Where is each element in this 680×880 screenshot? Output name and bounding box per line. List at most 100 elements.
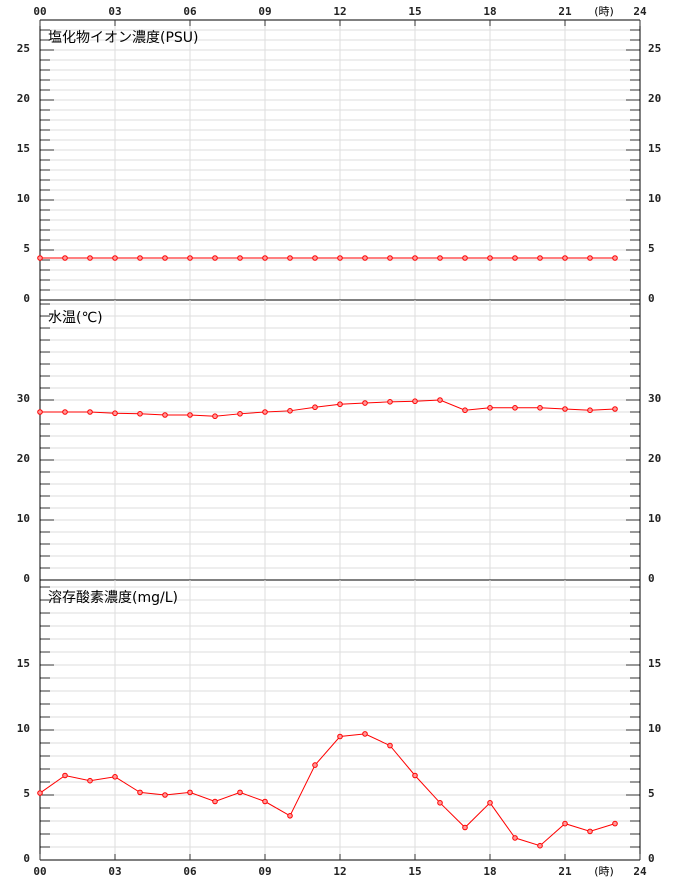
data-point	[137, 255, 143, 261]
data-point	[137, 411, 143, 417]
data-point	[412, 398, 418, 405]
data-point	[362, 731, 368, 737]
y-tick-label: 10	[648, 722, 661, 735]
data-point	[37, 790, 43, 796]
data-point	[587, 255, 593, 261]
data-point	[362, 255, 368, 261]
data-point	[437, 397, 443, 403]
x-tick-label: 15	[408, 5, 421, 18]
x-axis-label: (時)	[594, 5, 614, 18]
data-point	[237, 789, 243, 796]
data-point	[512, 835, 518, 841]
data-point	[62, 409, 68, 415]
x-tick-label: 00	[33, 5, 46, 18]
x-tick-label: 00	[33, 865, 46, 878]
y-tick-label: 5	[648, 787, 655, 800]
x-tick-label: 06	[183, 5, 197, 18]
x-tick-label: 15	[408, 865, 421, 878]
data-point	[187, 789, 193, 796]
data-point	[262, 409, 268, 415]
y-tick-label: 20	[17, 452, 30, 465]
x-tick-label: 24	[633, 865, 647, 878]
data-point	[112, 410, 118, 417]
x-axis-label: (時)	[594, 865, 614, 878]
data-point	[312, 404, 318, 411]
data-point	[137, 789, 143, 796]
y-tick-label: 30	[648, 392, 661, 405]
y-tick-label: 0	[23, 852, 30, 865]
y-tick-label: 5	[23, 242, 30, 255]
data-point	[512, 405, 518, 411]
panel-title: 塩化物イオン濃度(PSU)	[48, 30, 199, 46]
data-line	[39, 733, 616, 847]
data-point	[562, 406, 568, 412]
data-point	[212, 798, 218, 805]
x-tick-label: 21	[558, 5, 572, 18]
data-point	[462, 255, 468, 261]
data-point	[262, 798, 268, 805]
data-point	[112, 774, 118, 780]
data-point	[512, 255, 518, 261]
data-point	[337, 733, 343, 740]
data-point	[562, 255, 568, 261]
data-point	[387, 742, 393, 749]
data-point	[287, 255, 293, 261]
data-point	[187, 255, 193, 261]
data-point	[337, 255, 343, 261]
y-tick-label: 5	[23, 787, 30, 800]
y-tick-label: 0	[648, 852, 655, 865]
data-point	[237, 411, 243, 417]
data-line	[40, 399, 616, 417]
data-point	[287, 408, 293, 414]
x-tick-label: 06	[183, 865, 197, 878]
y-tick-label: 30	[17, 392, 30, 405]
data-point	[587, 407, 593, 414]
data-point	[337, 401, 343, 408]
data-point	[237, 255, 243, 261]
data-point	[612, 255, 618, 261]
data-point	[37, 255, 43, 261]
y-tick-label: 0	[23, 292, 30, 305]
data-point	[162, 792, 168, 798]
data-point	[387, 399, 393, 405]
data-point	[412, 772, 418, 779]
data-point	[312, 762, 318, 768]
x-tick-label: 09	[258, 865, 271, 878]
x-tick-label: 18	[483, 865, 496, 878]
data-point	[87, 255, 93, 261]
x-tick-label: 03	[108, 5, 121, 18]
data-point	[537, 405, 543, 411]
data-point	[487, 255, 493, 261]
data-point	[487, 800, 493, 806]
y-tick-label: 20	[648, 92, 661, 105]
data-point	[212, 413, 218, 420]
x-tick-label: 12	[333, 5, 346, 18]
y-tick-label: 15	[17, 142, 30, 155]
data-point	[62, 255, 68, 261]
data-point	[362, 400, 368, 406]
y-tick-label: 0	[648, 292, 655, 305]
data-point	[212, 255, 218, 261]
data-point	[312, 255, 318, 261]
y-tick-label: 15	[17, 657, 30, 670]
y-tick-label: 10	[17, 192, 30, 205]
data-point	[462, 824, 468, 831]
y-tick-label: 25	[17, 42, 30, 55]
y-tick-label: 20	[648, 452, 661, 465]
data-point	[487, 405, 493, 411]
x-tick-label: 03	[108, 865, 121, 878]
data-point	[387, 255, 393, 261]
data-point	[587, 828, 593, 835]
x-tick-label: 21	[558, 865, 572, 878]
data-point	[112, 255, 118, 261]
panel-title: 溶存酸素濃度(mg/L)	[48, 590, 178, 606]
y-tick-label: 20	[17, 92, 30, 105]
data-point	[62, 772, 68, 779]
y-tick-label: 10	[648, 512, 661, 525]
data-point	[612, 820, 618, 827]
data-point	[412, 255, 418, 261]
data-point	[262, 255, 268, 261]
x-tick-label: 24	[633, 5, 647, 18]
